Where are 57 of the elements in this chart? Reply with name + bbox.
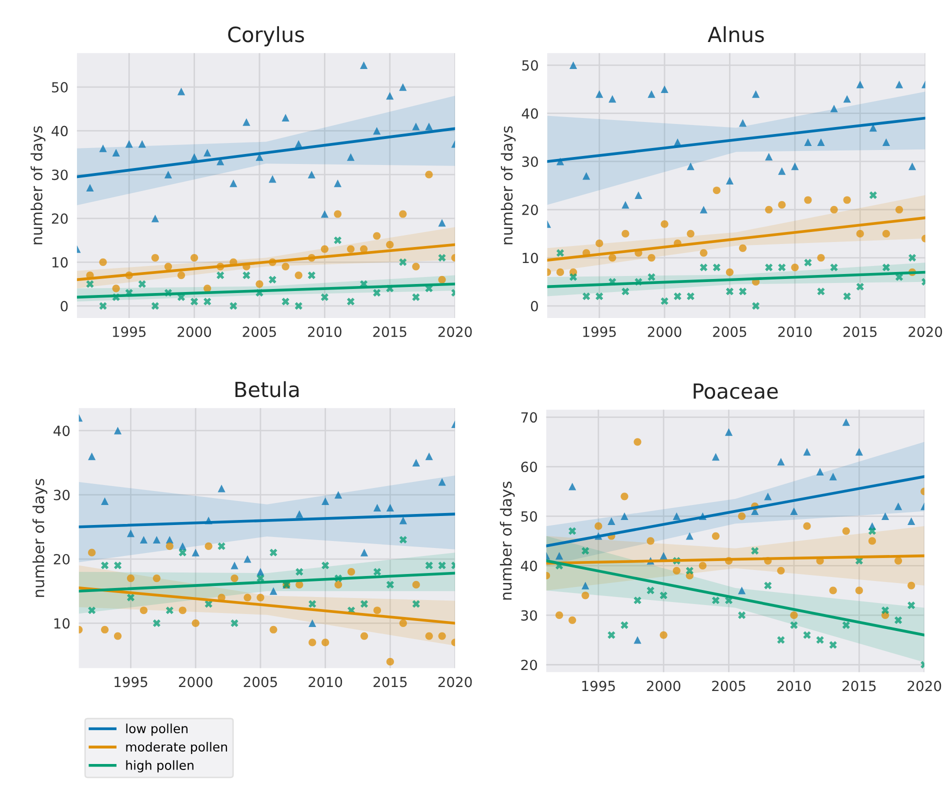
y-axis-title: number of days xyxy=(500,126,516,244)
x-tick-label: 2005 xyxy=(712,680,746,692)
chart-title: Betula xyxy=(235,381,299,398)
y-tick-label: 30 xyxy=(52,170,68,180)
x-tick-label: 2005 xyxy=(244,676,277,688)
x-tick-label: 2000 xyxy=(178,326,212,338)
x-tick-label: 2010 xyxy=(308,326,342,338)
x-tick-label: 1995 xyxy=(583,326,616,338)
x-tick-label: 2000 xyxy=(178,676,212,688)
x-tick-label: 1995 xyxy=(112,326,146,338)
x-tick-label: 2020 xyxy=(908,326,942,338)
y-tick-label: 30 xyxy=(54,490,70,500)
y-tick-label: 10 xyxy=(54,618,70,629)
x-tick-label: 2010 xyxy=(778,326,812,338)
y-tick-label: 50 xyxy=(521,511,537,522)
y-tick-label: 20 xyxy=(54,554,70,564)
x-tick-label: 2015 xyxy=(373,326,406,338)
chart-title: Poaceae xyxy=(694,383,778,399)
legend-label: low pollen xyxy=(126,724,188,736)
y-tick-label: 20 xyxy=(52,213,68,224)
chart-title: Corylus xyxy=(228,26,304,46)
y-tick-label: 60 xyxy=(521,462,537,472)
x-tick-label: 2020 xyxy=(908,680,942,692)
x-tick-label: 2010 xyxy=(308,676,342,688)
x-tick-label: 2010 xyxy=(777,680,811,692)
x-tick-label: 2000 xyxy=(648,326,682,338)
chart-title: Alnus xyxy=(708,26,764,42)
x-tick-label: 1995 xyxy=(582,680,615,692)
y-tick-label: 70 xyxy=(521,412,537,423)
y-tick-label: 10 xyxy=(52,257,68,268)
y-tick-label: 0 xyxy=(60,300,68,312)
x-tick-label: 2015 xyxy=(374,676,407,688)
y-tick-label: 20 xyxy=(522,204,538,216)
x-tick-label: 2005 xyxy=(713,326,746,338)
x-tick-label: 2020 xyxy=(438,676,472,688)
y-tick-label: 30 xyxy=(522,156,538,167)
legend-label: moderate pollen xyxy=(126,742,227,754)
x-tick-label: 2020 xyxy=(438,326,472,338)
x-tick-label: 2015 xyxy=(842,680,876,692)
legend-label: high pollen xyxy=(126,760,194,772)
x-tick-label: 1995 xyxy=(114,676,148,688)
y-tick-label: 20 xyxy=(521,660,537,670)
y-axis-title: number of days xyxy=(30,126,46,244)
x-tick-label: 2000 xyxy=(646,680,680,692)
y-tick-label: 40 xyxy=(54,426,70,436)
x-tick-label: 2005 xyxy=(242,326,276,338)
y-tick-label: 40 xyxy=(520,560,537,572)
y-tick-label: 40 xyxy=(522,108,538,119)
y-tick-label: 50 xyxy=(522,60,538,71)
y-tick-label: 40 xyxy=(52,126,68,136)
y-tick-label: 10 xyxy=(522,252,538,264)
x-tick-label: 2015 xyxy=(843,326,877,338)
y-axis-title: number of days xyxy=(32,478,48,597)
y-tick-label: 0 xyxy=(530,300,538,312)
y-tick-label: 50 xyxy=(52,82,68,93)
y-axis-title: number of days xyxy=(500,482,515,600)
y-tick-label: 30 xyxy=(521,610,537,621)
